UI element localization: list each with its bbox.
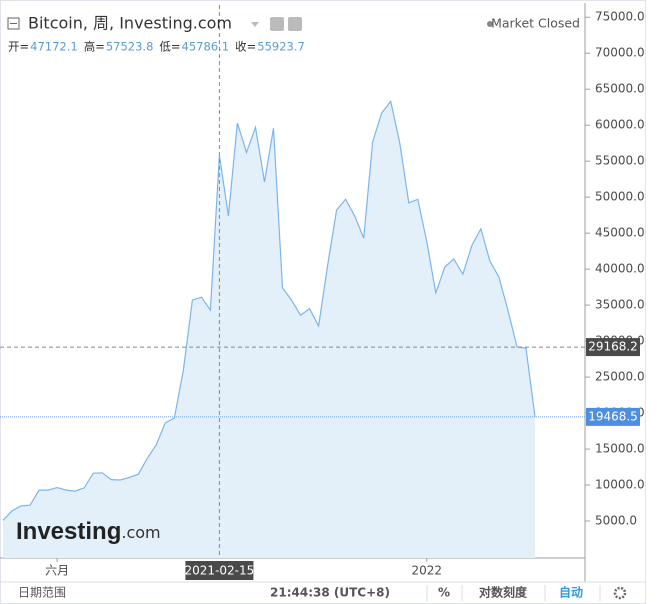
x-tick-label: 六月 [45, 564, 69, 578]
y-tick-label: 65000.0 [595, 82, 645, 96]
ohlc-label: 低= [159, 40, 180, 54]
y-tick-label: 15000.0 [595, 442, 645, 456]
eye-icon [270, 17, 284, 31]
y-tick-label: 70000.0 [595, 46, 645, 60]
y-tick-label: 5000.0 [595, 514, 637, 528]
toolbar-item: 自动 [559, 585, 583, 600]
y-tick-label: 50000.0 [595, 190, 645, 204]
ohlc-label: 收= [235, 40, 256, 54]
watermark-brand: Investing [16, 518, 121, 545]
settings-icon [288, 17, 302, 31]
ohlc-value: 45786.1 [182, 40, 230, 54]
crosshair-x-box [185, 561, 254, 580]
crosshair-y-label: 29168.2 [588, 340, 638, 354]
toolbar-gear [613, 586, 627, 600]
ohlc-value: 57523.8 [106, 40, 154, 54]
y-tick-label: 60000.0 [595, 118, 645, 132]
ohlc-value: 47172.1 [30, 40, 78, 54]
ohlc-value: 55923.7 [257, 40, 305, 54]
status-dot [487, 21, 493, 27]
y-tick-label: 10000.0 [595, 478, 645, 492]
ohlc-label: 开= [8, 40, 29, 54]
crosshair-x-label: 2021-02-15 [185, 564, 255, 578]
y-tick-label: 35000.0 [595, 298, 645, 312]
y-tick-label: 75000.0 [595, 10, 645, 24]
area-fill [3, 101, 535, 559]
watermark-suffix: .com [121, 523, 160, 542]
chart-title: Bitcoin, 周, Investing.com [28, 14, 232, 33]
ohlc-label: 高= [84, 40, 105, 54]
y-tick-label: 25000.0 [595, 370, 645, 384]
toolbar-item: 日期范围 [18, 586, 66, 600]
last-price-label: 19468.5 [588, 409, 638, 423]
price-line [2, 100, 536, 521]
y-tick-label: 55000.0 [595, 154, 645, 168]
toolbar-item: 对数刻度 [479, 585, 528, 600]
y-tick-label: 45000.0 [595, 226, 645, 240]
toolbar-item: % [438, 586, 450, 600]
toolbar-item: 21:44:38 (UTC+8) [270, 586, 390, 600]
watermark: Investing.com [16, 518, 161, 545]
x-tick-label: 2022 [412, 564, 443, 578]
crosshair-y-box [586, 338, 640, 357]
last-price-box [586, 407, 640, 426]
market-status: Market Closed [491, 16, 580, 31]
y-tick-label: 40000.0 [595, 262, 645, 276]
dropdown-arrow [251, 22, 259, 27]
